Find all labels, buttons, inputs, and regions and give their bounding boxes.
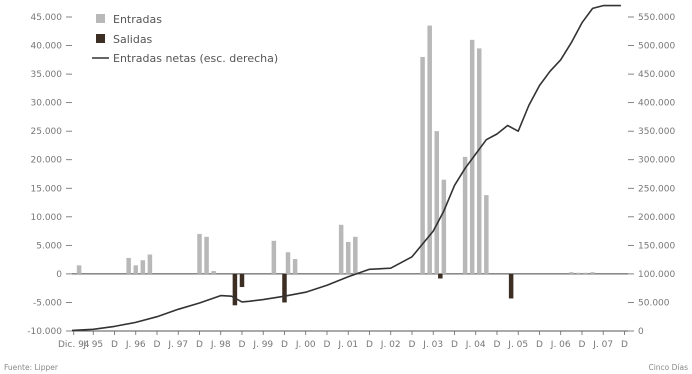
entradas-bar: [469, 39, 475, 274]
right-tick-label: 300.000: [638, 156, 675, 166]
salidas-bar: [239, 273, 245, 288]
x-tick-label: J. 95: [82, 340, 103, 350]
x-tick-label: J. 03: [422, 340, 443, 350]
entradas-bar: [76, 265, 82, 274]
entradas-bar: [462, 156, 468, 274]
credit-label: Cinco Días: [648, 363, 688, 372]
net-inflow-series-line: [71, 4, 621, 332]
entradas-bar: [271, 240, 277, 274]
x-tick-label: J. 01: [337, 340, 358, 350]
entradas-bar: [569, 272, 574, 274]
x-tick-label: Dic. 94: [58, 340, 90, 350]
legend-swatch-entradas: [96, 14, 105, 23]
entradas-bar: [590, 272, 595, 274]
left-tick-label: -5.000: [33, 298, 62, 308]
entradas-bar: [211, 271, 216, 274]
legend-label-salidas: Salidas: [113, 33, 153, 46]
x-tick-label: J. 05: [507, 340, 528, 350]
entradas-bar: [292, 259, 298, 274]
legend: Entradas Salidas Entradas netas (esc. de…: [92, 13, 278, 65]
entradas-bar: [583, 272, 588, 274]
x-tick-label: D: [536, 340, 543, 350]
entradas-bar: [576, 272, 581, 274]
left-tick-label: 40.000: [31, 42, 63, 52]
x-tick-label: D: [154, 340, 161, 350]
entradas-bar: [204, 236, 209, 274]
right-tick-label: 200.000: [638, 213, 675, 223]
entradas-bar: [147, 254, 153, 274]
left-tick-label: 5.000: [36, 241, 62, 251]
x-tick-label: J. 06: [550, 340, 571, 350]
entradas-bar: [345, 241, 351, 274]
x-tick-label: D: [196, 340, 203, 350]
right-tick-label: 100.000: [638, 270, 675, 280]
left-tick-label: 30.000: [31, 99, 63, 109]
x-tick-label: J. 96: [125, 340, 146, 350]
legend-swatch-salidas: [96, 34, 105, 43]
x-tick-label: J. 97: [167, 340, 188, 350]
left-tick-label: 10.000: [31, 213, 63, 223]
x-tick-label: D: [239, 340, 246, 350]
right-tick-label: 400.000: [638, 99, 675, 109]
x-tick-label: D: [111, 340, 118, 350]
left-tick-label: 15.000: [31, 184, 63, 194]
x-tick-label: D: [366, 340, 373, 350]
right-tick-label: 550.000: [638, 13, 675, 23]
x-tick-label: J. 07: [592, 340, 613, 350]
x-tick-label: J. 00: [295, 340, 316, 350]
right-tick-label: 500.000: [638, 42, 675, 52]
x-tick-label: D: [621, 340, 628, 350]
legend-label-net: Entradas netas (esc. derecha): [113, 52, 278, 65]
bars: [76, 25, 595, 306]
x-tick-label: J. 02: [380, 340, 401, 350]
right-tick-label: 0: [638, 327, 644, 337]
right-tick-label: 150.000: [638, 241, 675, 251]
left-tick-label: 35.000: [31, 70, 63, 80]
left-tick-label: 0: [56, 270, 62, 280]
x-tick-label: D: [451, 340, 458, 350]
x-axis: Dic. 94J. 95 D J. 96 D J. 97 D J. 98 D J. 99 D J. …: [58, 331, 628, 350]
entradas-bar: [427, 25, 432, 274]
entradas-bar: [338, 224, 344, 274]
source-label: Fuente: Lipper: [4, 363, 59, 372]
left-tick-label: -10.000: [27, 327, 62, 337]
x-tick-label: J. 04: [465, 340, 486, 350]
x-tick-label: D: [409, 340, 416, 350]
salidas-bar: [438, 273, 443, 279]
x-tick-label: D: [324, 340, 331, 350]
right-tick-label: 350.000: [638, 127, 675, 137]
right-axis: 550.000 500.000 450.000 400.000 350.000 300.0…: [628, 13, 675, 337]
salidas-bar: [232, 273, 238, 306]
left-tick-label: 25.000: [31, 127, 63, 137]
entradas-bar: [420, 56, 425, 274]
legend-label-entradas: Entradas: [113, 13, 162, 26]
right-tick-label: 50.000: [638, 298, 670, 308]
entradas-bar: [484, 195, 489, 274]
entradas-bar: [434, 131, 440, 274]
entradas-bar: [285, 252, 291, 274]
left-axis: 45.000 40.000 35.000 30.000 25.000 20.000 15.0…: [27, 13, 72, 337]
salidas-bar: [508, 273, 514, 299]
left-tick-label: 45.000: [31, 13, 63, 23]
x-tick-label: D: [281, 340, 288, 350]
x-tick-label: D: [493, 340, 500, 350]
x-tick-label: J. 99: [252, 340, 273, 350]
entradas-bar: [197, 233, 202, 274]
right-tick-label: 450.000: [638, 70, 675, 80]
x-tick-label: J. 98: [210, 340, 231, 350]
entradas-bar: [126, 257, 131, 274]
entradas-bar: [441, 179, 447, 274]
salidas-bar: [282, 273, 287, 303]
left-tick-label: 20.000: [31, 156, 63, 166]
x-tick-label: D: [578, 340, 585, 350]
entradas-bar: [133, 265, 138, 274]
right-tick-label: 250.000: [638, 184, 675, 194]
entradas-bar: [140, 260, 146, 274]
net-inflow-line: [71, 4, 621, 332]
entradas-bar: [477, 48, 482, 274]
entradas-bar: [353, 236, 358, 274]
